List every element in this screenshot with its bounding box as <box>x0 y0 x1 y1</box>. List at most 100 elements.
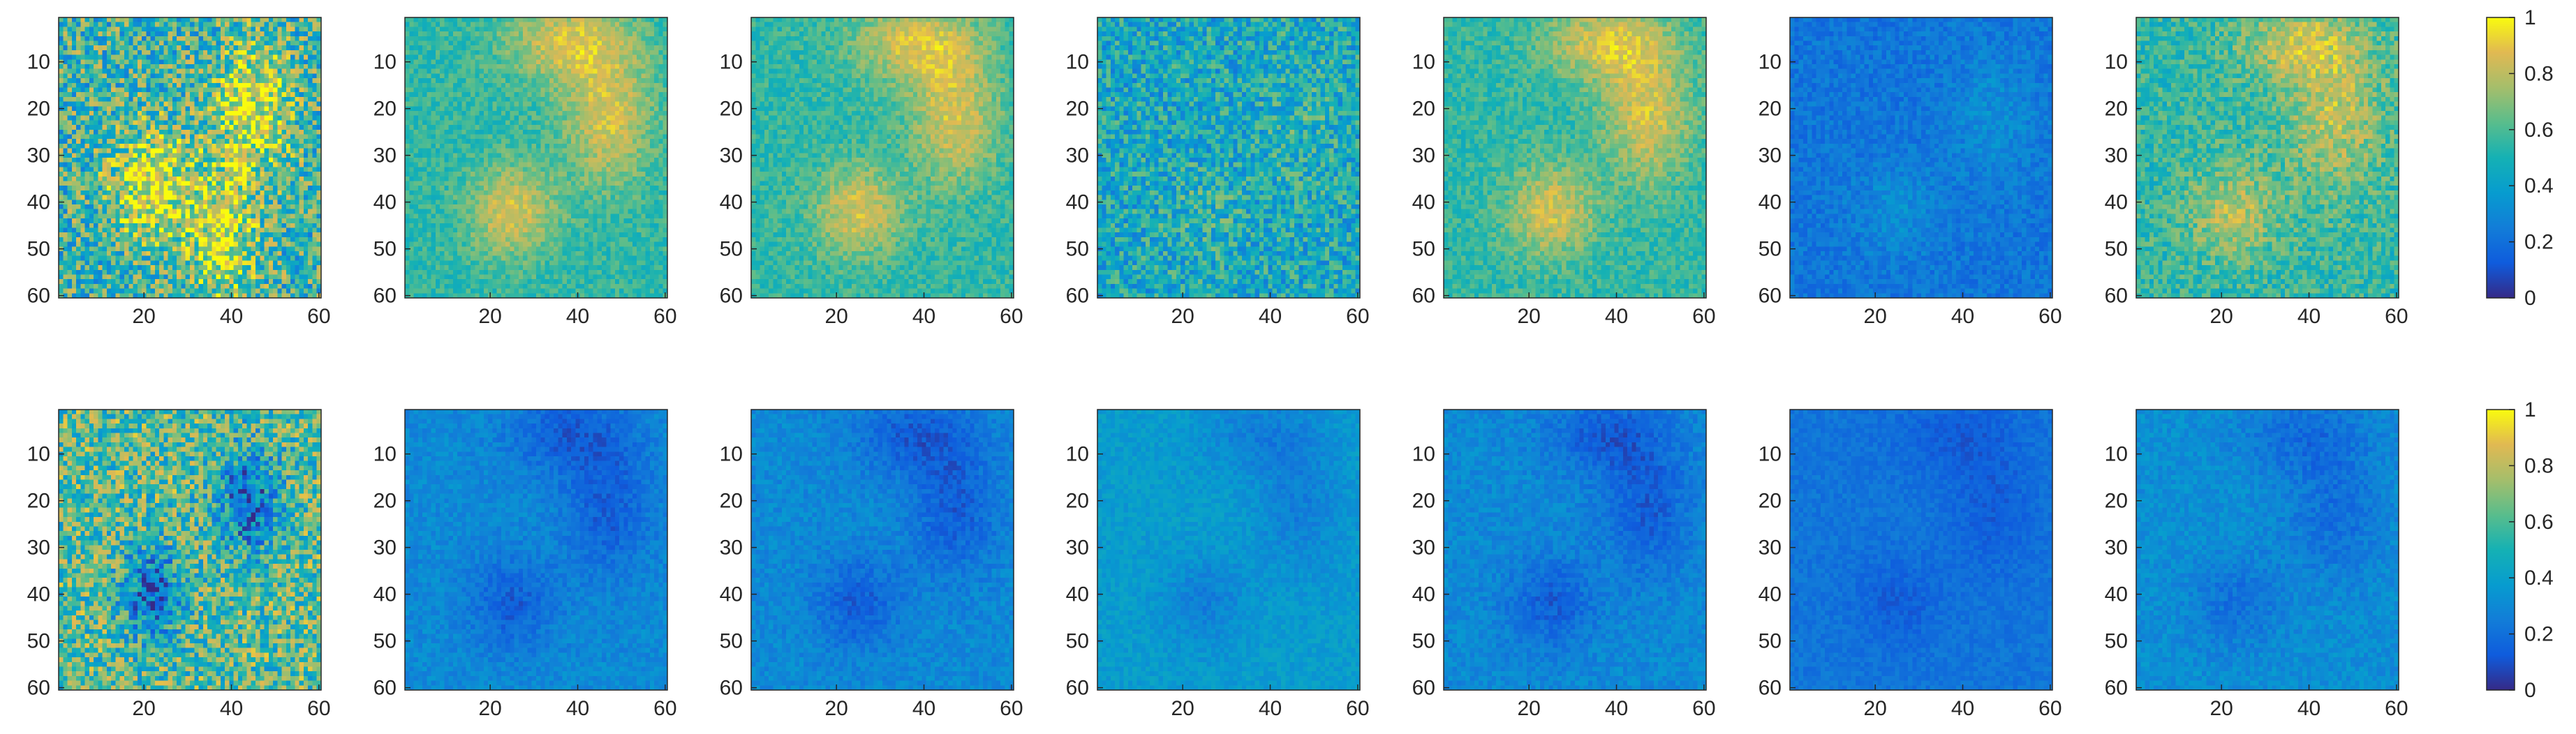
y-tick-label: 40 <box>373 583 397 606</box>
x-tick-label: 20 <box>825 697 848 720</box>
y-tick-label: 60 <box>2105 285 2128 308</box>
axes-frame <box>58 409 322 691</box>
x-tick-label: 60 <box>2038 305 2061 328</box>
heatmap-panel-1-7: 20 40 60 10 20 30 40 50 60 <box>2105 17 2408 328</box>
y-tick-label: 40 <box>2105 583 2128 606</box>
x-tick-label: 20 <box>479 305 502 328</box>
y-tick-label: 60 <box>1759 285 1782 308</box>
x-tick-label: 40 <box>566 697 589 720</box>
y-tick-label: 60 <box>720 677 743 700</box>
y-tick-label: 10 <box>720 51 743 74</box>
y-tick-label: 30 <box>1759 537 1782 560</box>
x-tick-label: 40 <box>1259 305 1282 328</box>
x-tick-label: 60 <box>1692 697 1715 720</box>
y-tick-label: 20 <box>373 98 397 121</box>
colorbar-tick-label: 0.4 <box>2524 174 2554 197</box>
axes-frame <box>1789 409 2053 691</box>
axes-frame <box>1097 17 1361 299</box>
y-tick-label: 30 <box>373 537 397 560</box>
axes-frame <box>1443 409 1707 691</box>
y-tick-label: 60 <box>1066 677 1089 700</box>
y-tick-label: 10 <box>2105 51 2128 74</box>
heatmap-panel-2-3: 20 40 60 10 20 30 40 50 60 <box>720 409 1023 720</box>
y-tick-label: 40 <box>1412 583 1435 606</box>
y-tick-label: 20 <box>1759 98 1782 121</box>
x-tick-label: 60 <box>2385 305 2408 328</box>
y-tick-label: 30 <box>2105 537 2128 560</box>
heatmap-cells <box>1097 17 1361 299</box>
y-tick-label: 40 <box>1759 191 1782 214</box>
y-tick-label: 60 <box>27 677 50 700</box>
y-tick-label: 10 <box>1066 51 1089 74</box>
x-tick-label: 20 <box>2210 305 2233 328</box>
y-tick-label: 30 <box>1066 144 1089 167</box>
y-tick-label: 20 <box>720 98 743 121</box>
y-tick-label: 30 <box>27 144 50 167</box>
colorbar-tick-label: 1 <box>2524 6 2536 29</box>
y-tick-label: 30 <box>2105 144 2128 167</box>
x-tick-label: 60 <box>653 697 676 720</box>
heatmap-panel-1-4: 20 40 60 10 20 30 40 50 60 <box>1066 17 1370 328</box>
x-tick-label: 40 <box>912 305 935 328</box>
heatmap-panel-2-6: 20 40 60 10 20 30 40 50 60 <box>1759 409 2062 720</box>
x-tick-label: 40 <box>1605 305 1628 328</box>
y-tick-label: 20 <box>1412 98 1435 121</box>
axes-frame <box>2135 409 2399 691</box>
axes-frame <box>404 17 668 299</box>
y-tick-label: 10 <box>720 443 743 466</box>
x-tick-label: 40 <box>220 697 243 720</box>
heatmap-cells <box>751 410 1014 691</box>
colorbar-1: 0 0.2 0.4 0.6 0.8 1 <box>2486 6 2554 310</box>
y-tick-label: 60 <box>2105 677 2128 700</box>
y-tick-label: 50 <box>1066 630 1089 653</box>
heatmap-panel-2-5: 20 40 60 10 20 30 40 50 60 <box>1412 409 1716 720</box>
axes-frame <box>58 17 322 299</box>
heatmap-panel-2-7: 20 40 60 10 20 30 40 50 60 <box>2105 409 2408 720</box>
y-tick-label: 30 <box>1412 144 1435 167</box>
x-tick-label: 60 <box>1346 305 1369 328</box>
x-tick-label: 20 <box>1518 305 1541 328</box>
x-tick-label: 40 <box>1951 305 1974 328</box>
x-tick-label: 40 <box>220 305 243 328</box>
axes-frame <box>1443 17 1707 299</box>
y-tick-label: 10 <box>373 51 397 74</box>
y-tick-label: 50 <box>27 630 50 653</box>
heatmap-cells <box>1790 410 2053 691</box>
heatmap-cells <box>405 410 668 691</box>
y-tick-label: 10 <box>373 443 397 466</box>
y-tick-label: 60 <box>373 677 397 700</box>
y-tick-label: 20 <box>1412 490 1435 513</box>
x-tick-label: 40 <box>1605 697 1628 720</box>
y-tick-label: 50 <box>1759 238 1782 261</box>
colorbar-tick-label: 1 <box>2524 398 2536 421</box>
y-tick-label: 60 <box>373 285 397 308</box>
y-tick-label: 60 <box>1412 285 1435 308</box>
colorbar-tick-label: 0.6 <box>2524 119 2554 142</box>
y-tick-label: 20 <box>1759 490 1782 513</box>
x-tick-label: 20 <box>133 305 156 328</box>
x-tick-label: 20 <box>1171 697 1194 720</box>
colorbar-gradient <box>2486 409 2515 691</box>
x-tick-label: 40 <box>2297 697 2320 720</box>
y-tick-label: 30 <box>720 144 743 167</box>
y-tick-label: 40 <box>2105 191 2128 214</box>
x-tick-label: 20 <box>825 305 848 328</box>
x-tick-label: 40 <box>1951 697 1974 720</box>
y-tick-label: 20 <box>720 490 743 513</box>
x-tick-label: 60 <box>653 305 676 328</box>
x-tick-label: 20 <box>2210 697 2233 720</box>
x-tick-label: 20 <box>1171 305 1194 328</box>
y-tick-label: 50 <box>720 630 743 653</box>
y-tick-label: 40 <box>720 583 743 606</box>
colorbar-tick-label: 0.4 <box>2524 567 2554 590</box>
y-tick-label: 50 <box>2105 238 2128 261</box>
y-tick-label: 50 <box>2105 630 2128 653</box>
colorbar-2: 0 0.2 0.4 0.6 0.8 1 <box>2486 398 2554 702</box>
y-tick-label: 60 <box>1759 677 1782 700</box>
x-tick-label: 60 <box>307 697 330 720</box>
y-tick-label: 10 <box>1759 443 1782 466</box>
y-tick-label: 40 <box>720 191 743 214</box>
axes-frame <box>404 409 668 691</box>
y-tick-label: 10 <box>27 51 50 74</box>
heatmap-cells <box>59 410 322 691</box>
